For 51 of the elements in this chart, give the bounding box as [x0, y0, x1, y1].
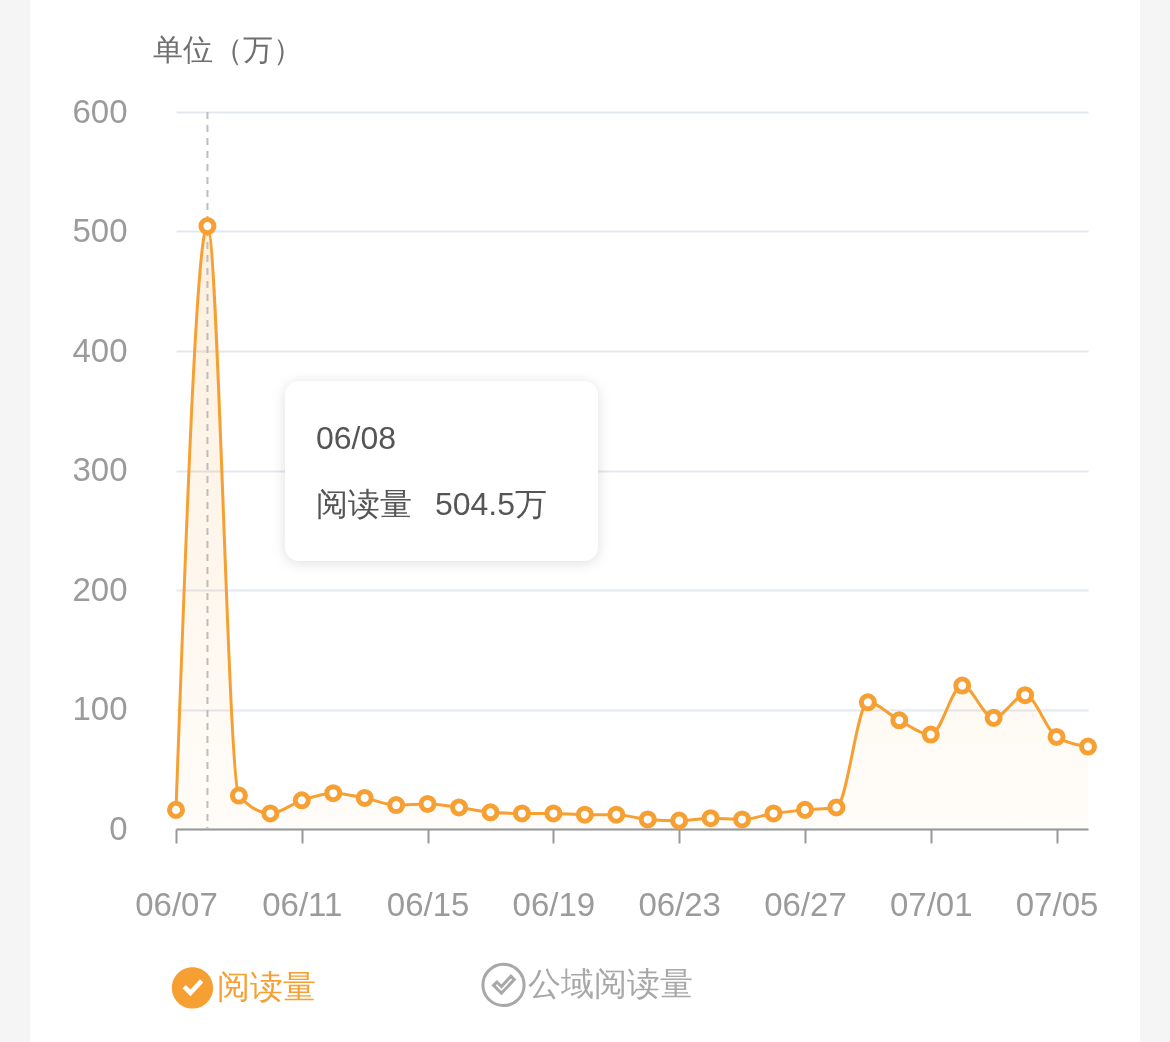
point	[733, 810, 752, 829]
y-tick-label: 600	[72, 92, 128, 130]
x-tick-label: 07/01	[889, 885, 973, 923]
x-tick-label: 06/11	[262, 885, 343, 923]
tooltip: 06/08 阅读量 504.5万	[285, 381, 598, 561]
point	[858, 693, 877, 712]
point	[261, 804, 280, 823]
y-tick-label: 300	[72, 451, 128, 488]
y-tick-label: 0	[109, 809, 128, 847]
point	[764, 804, 783, 823]
point	[607, 805, 626, 824]
legend-label: 公域阅读量	[528, 964, 693, 1002]
point	[890, 711, 909, 730]
annotation: 06/08	[316, 419, 398, 458]
point	[418, 794, 437, 813]
x-tick-label: 06/07	[135, 885, 218, 923]
point	[953, 676, 972, 695]
point	[827, 798, 846, 817]
point	[355, 788, 374, 807]
point	[292, 791, 311, 810]
x-tick-label: 07/05	[1015, 885, 1099, 923]
point	[701, 809, 720, 828]
point	[324, 784, 343, 803]
point	[1078, 737, 1098, 756]
x-tick-label: 06/23	[638, 885, 721, 923]
y-tick-label: 400	[72, 331, 128, 369]
point	[921, 725, 940, 744]
legend-label: 阅读量	[217, 967, 316, 1005]
point	[984, 708, 1003, 727]
point	[512, 804, 531, 823]
point	[795, 800, 814, 819]
y-tick-label: 200	[72, 570, 128, 608]
point	[387, 796, 406, 815]
y-tick-label: 100	[72, 690, 128, 727]
x-tick-label: 06/19	[512, 885, 596, 923]
point	[1047, 727, 1066, 746]
point	[166, 800, 186, 819]
point	[575, 805, 594, 824]
point	[229, 786, 248, 805]
point	[544, 804, 563, 823]
point	[198, 217, 217, 236]
point	[638, 810, 657, 829]
point	[1016, 686, 1035, 705]
y-axis-title: 单位（万）	[152, 32, 303, 66]
y-tick-label: 500	[72, 212, 128, 249]
point	[670, 811, 689, 830]
x-tick-label: 06/15	[386, 885, 470, 923]
annotation: 阅读量 504.5万	[316, 485, 548, 524]
point	[481, 803, 500, 822]
x-tick-label: 06/27	[764, 885, 847, 923]
point	[450, 798, 469, 817]
